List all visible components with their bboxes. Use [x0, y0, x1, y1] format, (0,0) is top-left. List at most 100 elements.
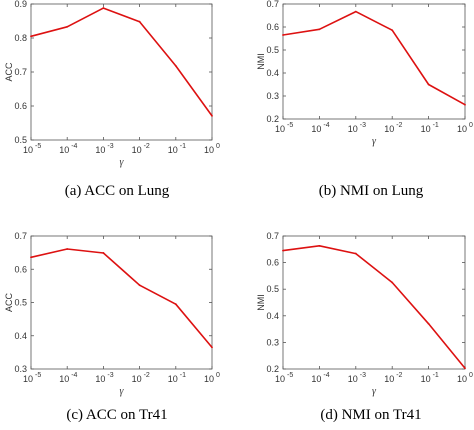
- x-tick-label: 10: [348, 124, 358, 134]
- x-tick-exponent: -3: [360, 122, 366, 129]
- y-tick-label: 0.5: [266, 45, 279, 55]
- x-tick-exponent: -2: [396, 372, 402, 379]
- x-tick-label: 10: [457, 124, 467, 134]
- x-tick-label: 10: [132, 374, 142, 384]
- x-tick-exponent: -3: [360, 372, 366, 379]
- x-tick-exponent: -2: [144, 143, 150, 150]
- x-tick-label: 10: [95, 374, 105, 384]
- plot-frame: [30, 235, 213, 370]
- x-tick-label: 10: [59, 145, 69, 155]
- x-tick-label: 10: [23, 374, 33, 384]
- x-tick-exponent: 0: [469, 122, 473, 129]
- data-point: [138, 284, 141, 287]
- x-tick-label: 10: [95, 145, 105, 155]
- y-tick-label: 0.3: [266, 337, 279, 347]
- x-tick-exponent: -1: [180, 143, 186, 150]
- y-tick-label: 0.3: [14, 364, 27, 374]
- x-tick-label: 10: [204, 145, 214, 155]
- x-tick-exponent: -4: [323, 122, 329, 129]
- x-tick-exponent: -4: [323, 372, 329, 379]
- data-point: [354, 10, 357, 13]
- y-tick-label: 0.5: [266, 284, 279, 294]
- y-tick-label: 0.9: [14, 0, 27, 9]
- chart-nmi-tr41: 0.20.30.40.50.60.710 -5 10 -4 10 -3 10 -2 10 -1 10…: [256, 231, 473, 423]
- y-tick-label: 0.4: [266, 311, 279, 321]
- data-point: [30, 256, 32, 259]
- y-tick-label: 0.5: [14, 298, 27, 308]
- x-tick-exponent: -3: [107, 372, 113, 379]
- y-tick-label: 0.8: [14, 33, 27, 43]
- plot-frame: [282, 235, 466, 370]
- x-axis-label: γ: [372, 136, 377, 147]
- chart-caption: (c) ACC on Tr41: [66, 407, 167, 423]
- y-tick-label: 0.6: [266, 258, 279, 268]
- y-tick-label: 0.3: [266, 91, 279, 101]
- data-point: [66, 248, 69, 250]
- x-tick-label: 10: [457, 374, 467, 384]
- x-tick-exponent: -5: [35, 143, 41, 150]
- x-tick-exponent: -1: [433, 372, 439, 379]
- y-tick-label: 0.2: [266, 114, 279, 124]
- x-tick-label: 10: [384, 124, 394, 134]
- chart-caption: (a) ACC on Lung: [65, 183, 170, 199]
- x-tick-exponent: -4: [71, 143, 77, 150]
- x-tick-label: 10: [421, 124, 431, 134]
- data-point: [354, 252, 357, 255]
- x-axis-label: γ: [120, 386, 125, 397]
- series-line: [282, 10, 466, 106]
- x-tick-label: 10: [384, 374, 394, 384]
- data-point: [66, 25, 69, 28]
- x-tick-label: 10: [421, 374, 431, 384]
- y-tick-label: 0.7: [266, 0, 279, 9]
- data-point: [427, 322, 430, 325]
- x-tick-label: 10: [168, 374, 178, 384]
- y-tick-label: 0.6: [14, 264, 27, 274]
- y-tick-label: 0.4: [14, 331, 27, 341]
- x-tick-exponent: -5: [35, 372, 41, 379]
- data-point: [138, 20, 141, 23]
- x-tick-label: 10: [23, 145, 33, 155]
- chart-acc-lung: 0.50.60.70.80.910 -5 10 -4 10 -3 10 -2 10 -1 10 0AC…: [4, 0, 220, 199]
- x-tick-label: 10: [275, 124, 285, 134]
- y-axis-label: ACC: [4, 293, 14, 313]
- series-line: [30, 248, 213, 348]
- chart-acc-tr41: 0.30.40.50.60.710 -5 10 -4 10 -3 10 -2 10 -1 10 0AC…: [4, 231, 220, 423]
- y-axis-label: NMI: [256, 294, 266, 311]
- chart-nmi-lung: 0.20.30.40.50.60.710 -5 10 -4 10 -3 10 -2 10 -1 10…: [256, 0, 473, 199]
- x-tick-exponent: -5: [287, 372, 293, 379]
- y-axis-label: ACC: [4, 62, 14, 82]
- x-tick-exponent: 0: [469, 372, 473, 379]
- x-tick-exponent: -2: [396, 122, 402, 129]
- series-line: [30, 7, 213, 117]
- y-tick-label: 0.4: [266, 68, 279, 78]
- x-tick-exponent: -4: [71, 372, 77, 379]
- x-tick-label: 10: [311, 124, 321, 134]
- data-point: [174, 64, 177, 67]
- data-point: [427, 83, 430, 86]
- x-tick-label: 10: [311, 374, 321, 384]
- plot-frame: [282, 3, 466, 120]
- data-point: [282, 34, 284, 36]
- chart-caption: (d) NMI on Tr41: [320, 407, 421, 423]
- data-point: [318, 244, 321, 247]
- x-tick-exponent: 0: [216, 143, 220, 150]
- data-point: [391, 29, 394, 32]
- y-axis-label: NMI: [256, 53, 266, 70]
- y-tick-label: 0.7: [14, 231, 27, 241]
- x-tick-exponent: 0: [216, 372, 220, 379]
- data-point: [318, 28, 321, 31]
- x-tick-label: 10: [204, 374, 214, 384]
- data-point: [102, 7, 105, 9]
- x-tick-exponent: -1: [433, 122, 439, 129]
- series-line: [282, 245, 466, 369]
- data-point: [211, 114, 213, 117]
- data-point: [282, 249, 284, 252]
- data-point: [102, 252, 105, 254]
- x-tick-exponent: -2: [144, 372, 150, 379]
- chart-caption: (b) NMI on Lung: [319, 183, 424, 199]
- x-tick-label: 10: [59, 374, 69, 384]
- y-tick-label: 0.5: [14, 135, 27, 145]
- data-point: [30, 35, 32, 38]
- y-tick-label: 0.6: [266, 22, 279, 32]
